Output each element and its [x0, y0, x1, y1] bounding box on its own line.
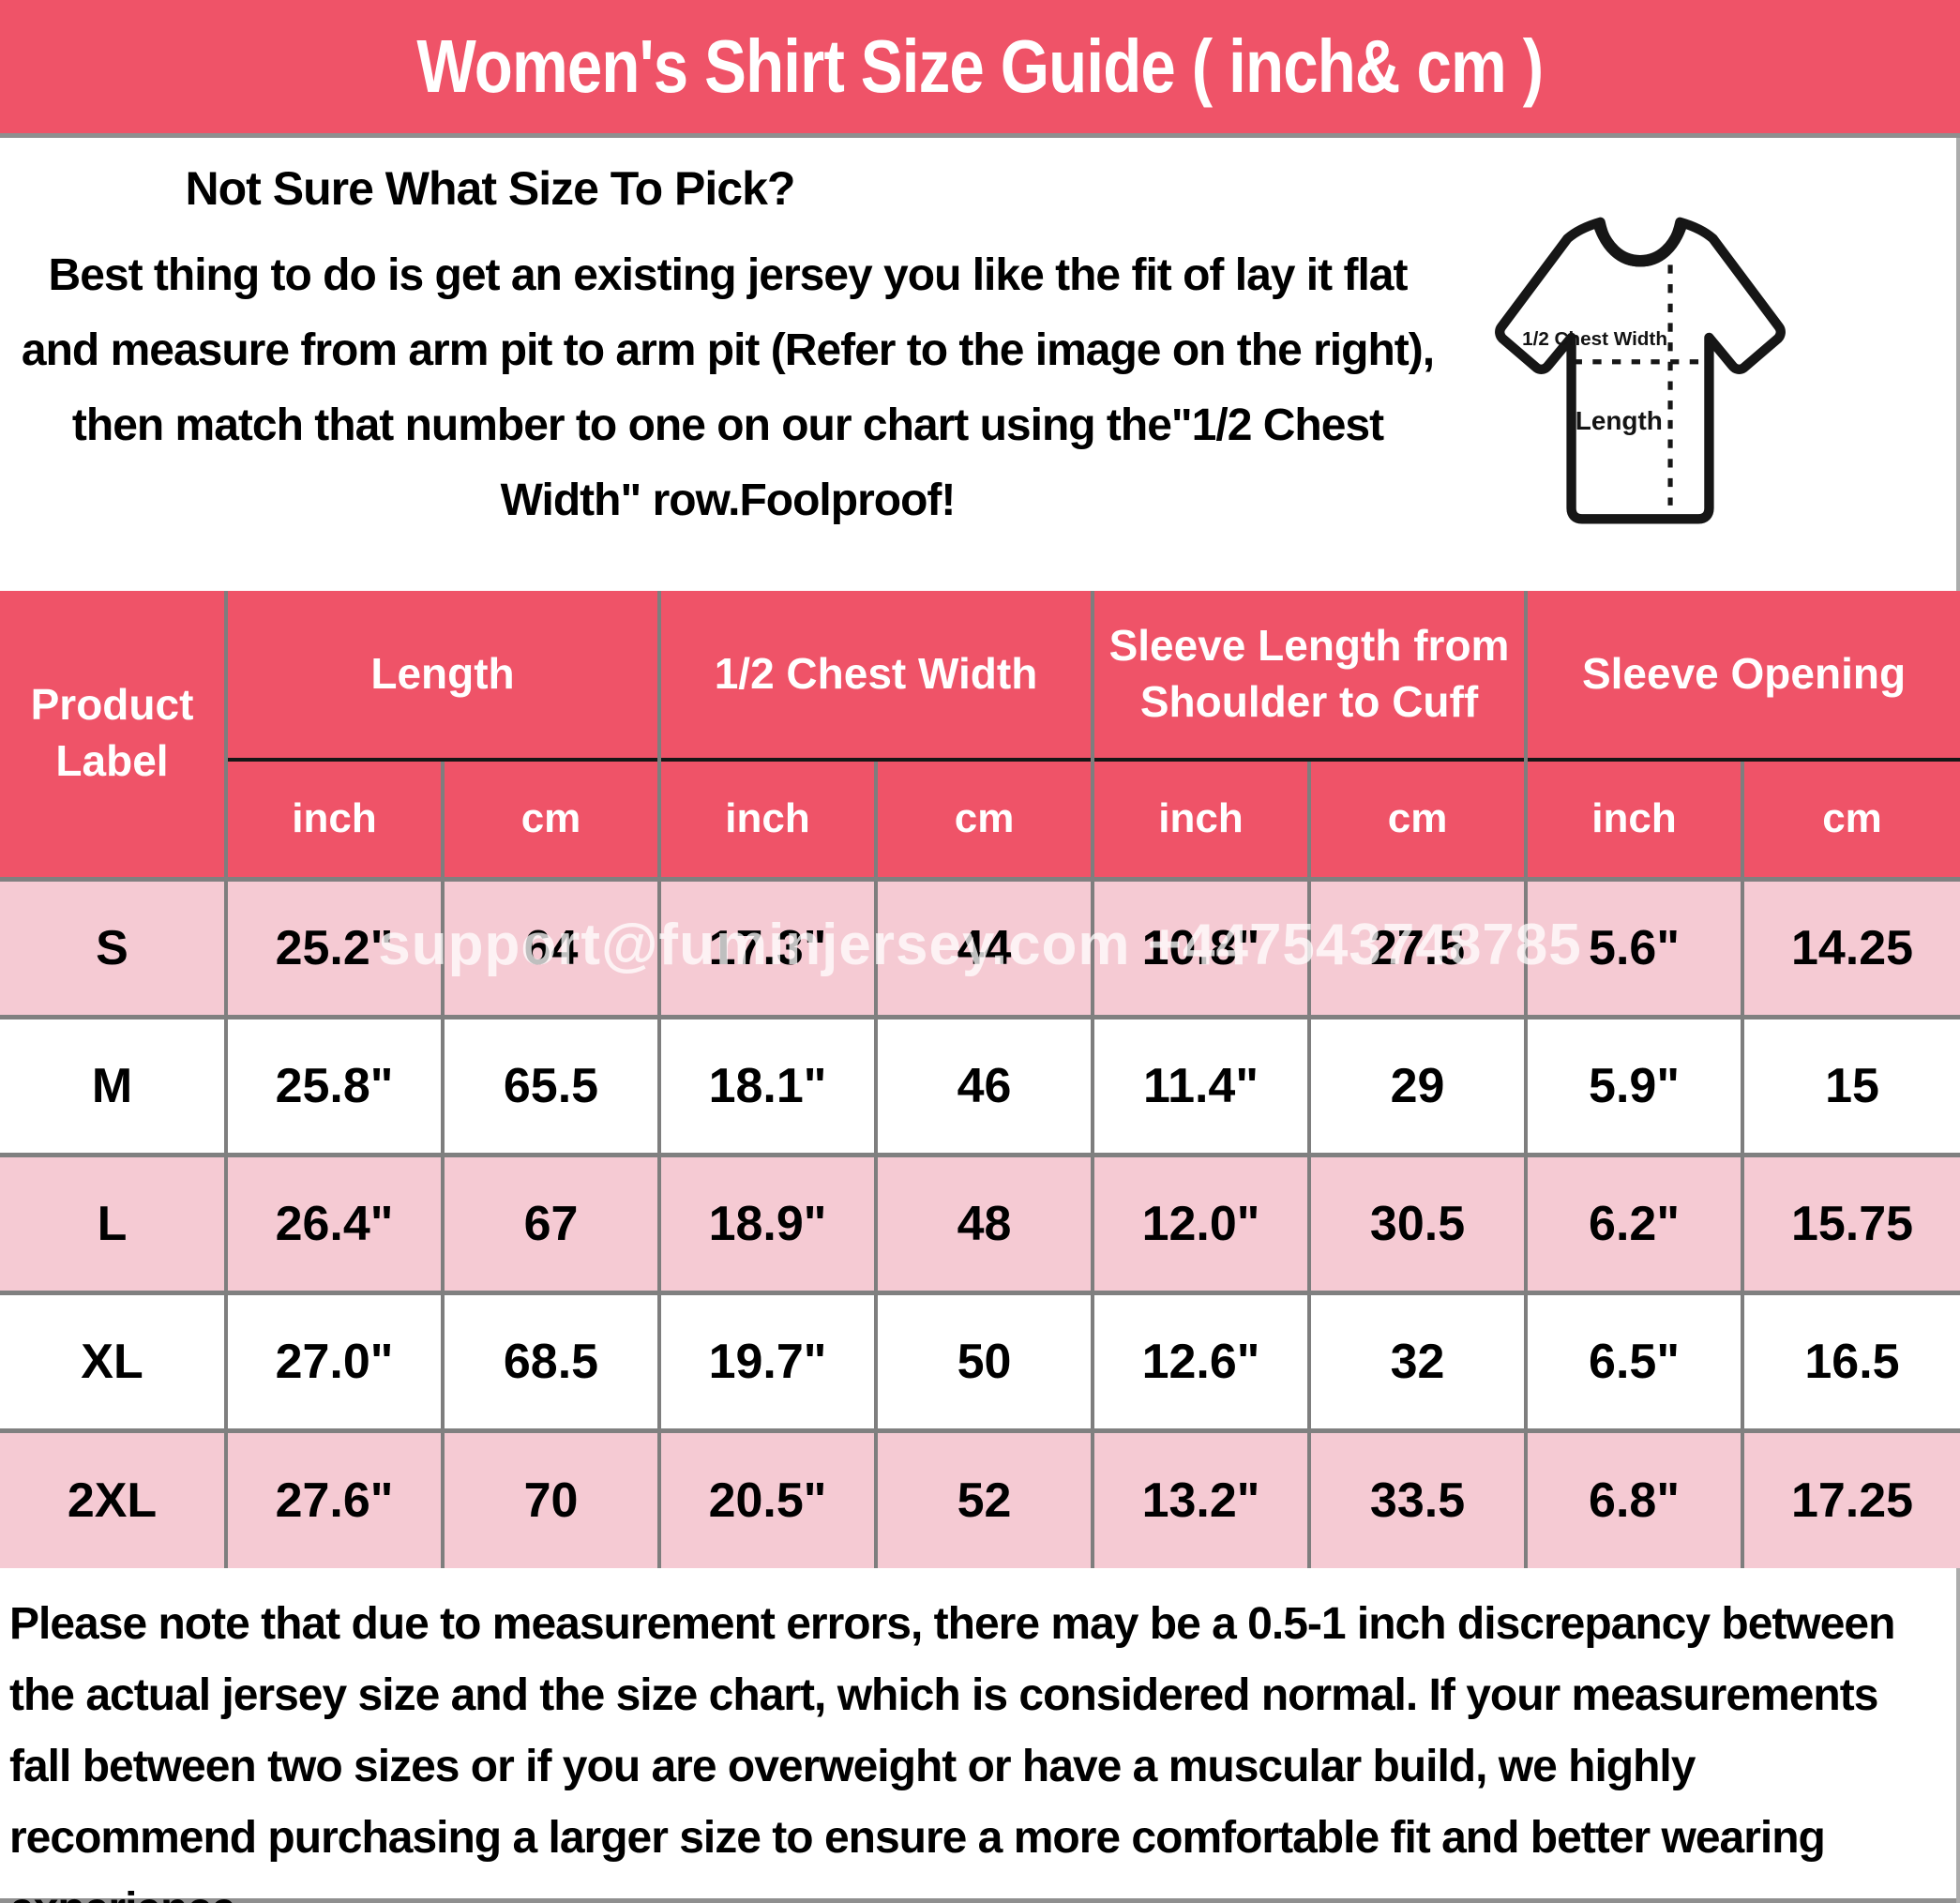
- header-length: Length: [223, 591, 660, 760]
- table-row-l: L 26.4" 67 18.9" 48 12.0" 30.5 6.2" 15.7…: [0, 1152, 1960, 1292]
- title-banner: Women's Shirt Size Guide ( inch& cm ): [0, 0, 1960, 138]
- size-label: XL: [0, 1290, 226, 1430]
- table-cell: 50: [874, 1290, 1093, 1430]
- unit-header: inch: [1524, 758, 1743, 879]
- table-cell: 18.1": [657, 1014, 877, 1155]
- unit-header: cm: [874, 758, 1093, 879]
- size-label: M: [0, 1014, 226, 1155]
- table-cell: 70: [440, 1427, 660, 1568]
- table-cell: 5.6": [1524, 876, 1743, 1017]
- unit-header: cm: [1307, 758, 1527, 879]
- table-cell: 15.75: [1741, 1152, 1960, 1292]
- header-product-label: Product Label: [0, 591, 226, 879]
- tshirt-collar: [1591, 218, 1689, 267]
- table-cell: 46: [874, 1014, 1093, 1155]
- table-cell: 68.5: [440, 1290, 660, 1430]
- table-row-xl: XL 27.0" 68.5 19.7" 50 12.6" 32 6.5" 16.…: [0, 1290, 1960, 1430]
- table-cell: 20.5": [657, 1427, 877, 1568]
- table-cell: 13.2": [1091, 1427, 1310, 1568]
- table-row-m: M 25.8" 65.5 18.1" 46 11.4" 29 5.9" 15: [0, 1014, 1960, 1155]
- table-cell: 14.25: [1741, 876, 1960, 1017]
- table-cell: 12.0": [1091, 1152, 1310, 1292]
- unit-header: inch: [1091, 758, 1310, 879]
- chest-width-label: 1/2 Chest Width: [1522, 328, 1667, 350]
- table-cell: 52: [874, 1427, 1093, 1568]
- table-cell: 6.8": [1524, 1427, 1743, 1568]
- table-cell: 17.25: [1741, 1427, 1960, 1568]
- table-cell: 32: [1307, 1290, 1527, 1430]
- table-cell: 44: [874, 876, 1093, 1017]
- size-table: Product Label Length 1/2 Chest Width Sle…: [0, 591, 1960, 1568]
- table-cell: 11.4": [1091, 1014, 1310, 1155]
- unit-header: inch: [224, 758, 443, 879]
- tshirt-diagram-icon: 1/2 Chest Width Length: [1495, 217, 1786, 524]
- table-cell: 19.7": [657, 1290, 877, 1430]
- size-label: 2XL: [0, 1427, 226, 1568]
- table-cell: 25.2": [224, 876, 443, 1017]
- footer-note: Please note that due to measurement erro…: [9, 1599, 1895, 1903]
- table-cell: 15: [1741, 1014, 1960, 1155]
- unit-header: cm: [1741, 758, 1960, 879]
- table-row-2xl: 2XL 27.6" 70 20.5" 52 13.2" 33.5 6.8" 17…: [0, 1427, 1960, 1568]
- table-cell: 17.3": [657, 876, 877, 1017]
- table-cell: 29: [1307, 1014, 1527, 1155]
- table-cell: 6.5": [1524, 1290, 1743, 1430]
- header-half-chest-width: 1/2 Chest Width: [657, 591, 1093, 760]
- table-cell: 67: [440, 1152, 660, 1292]
- intro-paragraph: Best thing to do is get an existing jers…: [21, 250, 1435, 525]
- table-cell: 26.4": [224, 1152, 443, 1292]
- table-unit-header-row: inch cm inch cm inch cm inch cm: [0, 758, 1960, 879]
- table-cell: 30.5: [1307, 1152, 1527, 1292]
- table-cell: 12.6": [1091, 1290, 1310, 1430]
- table-cell: 27.5: [1307, 876, 1527, 1017]
- table-cell: 5.9": [1524, 1014, 1743, 1155]
- unit-header: inch: [657, 758, 877, 879]
- size-label: S: [0, 876, 226, 1017]
- table-cell: 33.5: [1307, 1427, 1527, 1568]
- table-cell: 27.0": [224, 1290, 443, 1430]
- table-cell: 27.6": [224, 1427, 443, 1568]
- table-cell: 16.5: [1741, 1290, 1960, 1430]
- header-sleeve-opening: Sleeve Opening: [1524, 591, 1960, 760]
- page-title: Women's Shirt Size Guide ( inch& cm ): [416, 24, 1545, 108]
- table-cell: 64: [440, 876, 660, 1017]
- length-label: Length: [1576, 406, 1663, 435]
- table-cell: 18.9": [657, 1152, 877, 1292]
- table-cell: 65.5: [440, 1014, 660, 1155]
- table-row-s: S 25.2" 64 17.3" 44 10.8" 27.5 5.6" 14.2…: [0, 876, 1960, 1017]
- intro-heading: Not Sure What Size To Pick?: [185, 162, 796, 215]
- table-cell: 25.8": [224, 1014, 443, 1155]
- table-group-header-row: Product Label Length 1/2 Chest Width Sle…: [0, 591, 1960, 879]
- table-cell: 10.8": [1091, 876, 1310, 1017]
- header-sleeve-length: Sleeve Length from Shoulder to Cuff: [1091, 591, 1527, 760]
- table-cell: 6.2": [1524, 1152, 1743, 1292]
- table-cell: 48: [874, 1152, 1093, 1292]
- size-label: L: [0, 1152, 226, 1292]
- unit-header: cm: [440, 758, 660, 879]
